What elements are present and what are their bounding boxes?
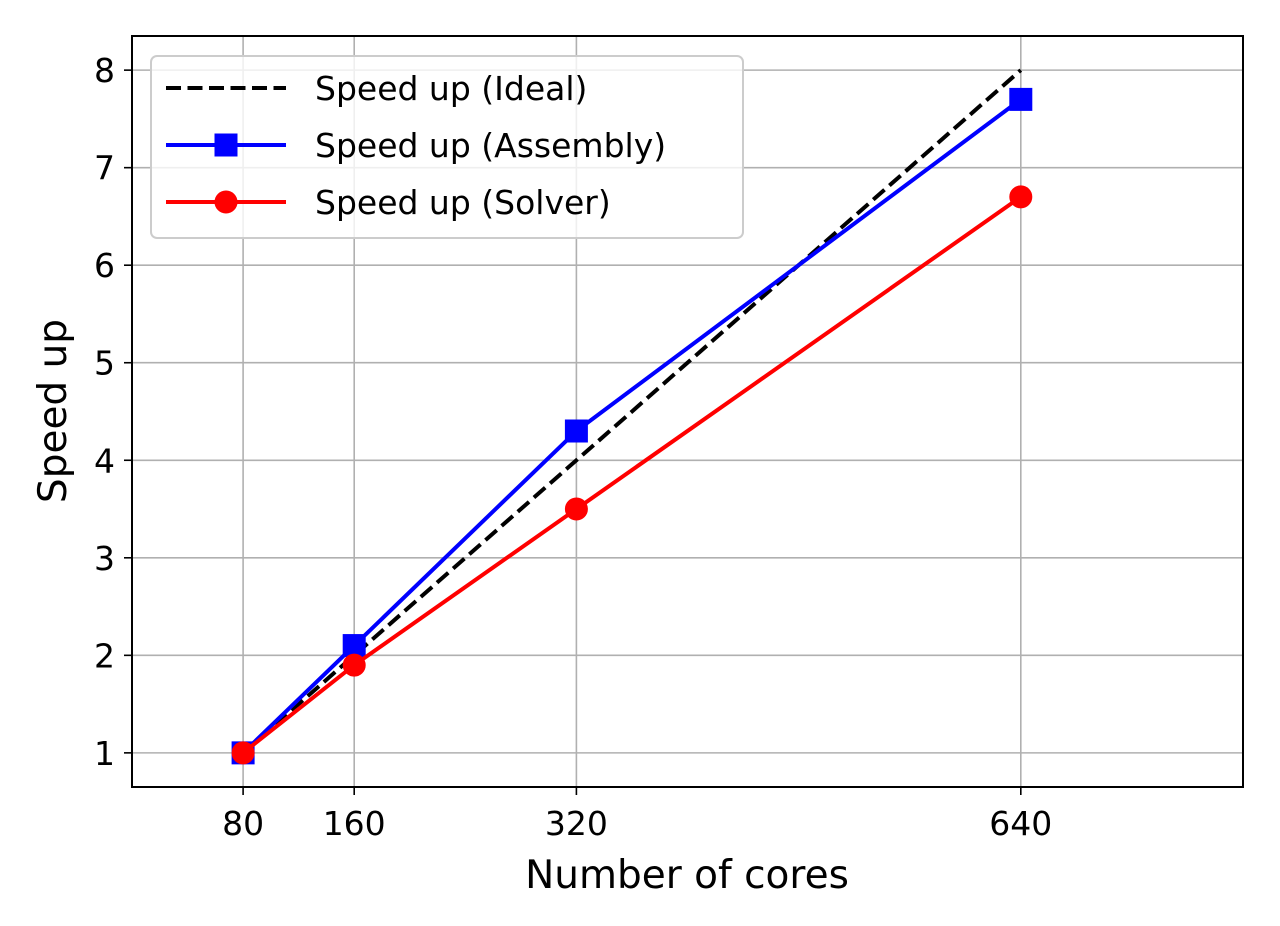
y-tick-label: 2: [94, 636, 115, 675]
legend-box: [150, 55, 744, 239]
legend-label: Speed up (Assembly): [315, 126, 666, 165]
y-tick-label: 8: [94, 51, 115, 90]
x-tick-label: 80: [222, 804, 264, 843]
data-point: [342, 653, 366, 677]
data-point: [231, 741, 255, 765]
y-tick-label: 3: [94, 539, 115, 578]
data-point: [1009, 87, 1033, 111]
data-point: [342, 634, 366, 658]
x-tick-label: 640: [989, 804, 1052, 843]
axis-ticks: 80 160 320 640 1 2 3 4 5 6 7 8: [94, 51, 1052, 843]
y-tick-label: 7: [94, 149, 115, 188]
legend-label: Speed up (Ideal): [315, 69, 587, 108]
plot-frame: [131, 35, 1244, 788]
series-line-2: [240, 194, 1024, 756]
y-tick-label: 6: [94, 246, 115, 285]
data-point: [564, 419, 588, 443]
plot-series: [231, 68, 1033, 765]
data-point: [1009, 185, 1033, 209]
x-tick-label: 160: [323, 804, 386, 843]
data-point: [564, 497, 588, 521]
legend-swatch-marker: [214, 133, 238, 157]
series-line-1: [240, 96, 1024, 756]
y-tick-label: 4: [94, 441, 115, 480]
legend-swatch-marker: [214, 190, 238, 214]
y-tick-label: 1: [94, 734, 115, 773]
y-axis-label: Speed up: [31, 319, 76, 503]
x-tick-label: 320: [545, 804, 608, 843]
legend: Speed up (Ideal) Speed up (Assembly) Speed…: [150, 55, 744, 239]
y-tick-label: 5: [94, 344, 115, 383]
legend-label: Speed up (Solver): [315, 183, 611, 222]
x-axis-label: Number of cores: [525, 853, 849, 898]
